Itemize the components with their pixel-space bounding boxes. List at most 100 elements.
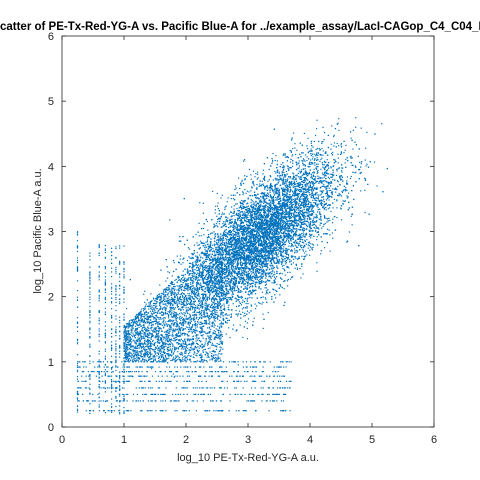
data-point [294, 256, 296, 258]
data-point [185, 296, 187, 298]
data-point [283, 189, 285, 191]
data-point [260, 259, 262, 261]
data-point [237, 235, 239, 237]
data-point [323, 247, 326, 249]
data-point [247, 270, 249, 272]
data-point [304, 160, 306, 162]
data-point [193, 291, 196, 294]
data-point [254, 227, 257, 229]
data-point [231, 266, 233, 268]
data-point [316, 215, 318, 217]
data-point [319, 149, 321, 151]
data-point [223, 242, 225, 244]
data-point [304, 204, 306, 206]
data-point [245, 217, 247, 219]
data-point [182, 258, 184, 260]
data-point [185, 282, 187, 284]
data-point [302, 249, 304, 251]
data-point [250, 202, 252, 204]
data-point [337, 185, 339, 188]
data-point [271, 270, 273, 273]
data-point [238, 247, 240, 249]
data-point [311, 191, 313, 193]
data-point [250, 304, 252, 306]
data-point [254, 277, 256, 279]
data-point [219, 316, 222, 318]
data-point [299, 235, 301, 237]
data-point [285, 174, 287, 176]
data-point [182, 329, 185, 331]
data-point [252, 261, 255, 263]
data-point [288, 197, 290, 200]
data-point [331, 232, 333, 234]
data-point [212, 321, 214, 323]
data-point [188, 293, 191, 295]
data-point [232, 285, 234, 288]
data-point [320, 193, 322, 195]
data-point [292, 173, 295, 175]
data-point [194, 255, 197, 257]
data-point [296, 249, 298, 252]
data-point [329, 173, 331, 175]
data-point [244, 273, 246, 275]
data-point [264, 247, 266, 249]
data-point [267, 187, 269, 189]
data-point [222, 299, 225, 301]
data-point [240, 274, 242, 276]
data-point [294, 215, 297, 217]
data-point [170, 328, 172, 330]
data-point [275, 219, 278, 221]
data-point [287, 167, 289, 170]
data-point [220, 325, 222, 327]
data-point [285, 236, 287, 238]
data-point [252, 257, 254, 260]
data-point [241, 271, 243, 273]
data-point [234, 265, 237, 267]
data-point [204, 331, 206, 333]
data-point [252, 249, 254, 252]
data-point [261, 236, 263, 238]
data-point [285, 203, 287, 205]
data-point [192, 261, 194, 264]
data-point [303, 181, 305, 184]
data-point [287, 211, 290, 213]
data-point [213, 317, 215, 319]
data-point [333, 158, 335, 161]
data-point [189, 262, 192, 265]
data-point [350, 175, 352, 178]
data-point [279, 198, 281, 200]
data-point [300, 169, 303, 171]
data-point [218, 251, 220, 254]
data-point [217, 302, 219, 305]
data-point [271, 162, 273, 165]
data-point [173, 299, 175, 301]
data-point [235, 245, 237, 247]
data-point [245, 206, 247, 208]
data-point [219, 319, 221, 322]
data-point [206, 220, 208, 223]
data-point [260, 209, 262, 211]
data-point [226, 244, 228, 246]
data-point [295, 180, 298, 182]
data-point [313, 140, 315, 143]
data-point [234, 231, 237, 233]
data-point [248, 236, 250, 238]
data-point [230, 241, 232, 243]
data-point [264, 206, 266, 208]
data-point [332, 179, 334, 181]
data-point [233, 277, 235, 280]
data-point [241, 191, 244, 193]
data-point [310, 175, 312, 177]
data-point [189, 282, 192, 284]
data-point [253, 230, 255, 232]
data-point [246, 220, 248, 223]
data-point [228, 213, 230, 215]
data-point [285, 229, 288, 231]
data-point [260, 228, 262, 230]
data-point [225, 225, 227, 228]
data-point [248, 168, 251, 171]
data-point [219, 299, 221, 301]
data-point [292, 185, 295, 187]
data-point [277, 195, 280, 197]
data-point [303, 227, 305, 229]
